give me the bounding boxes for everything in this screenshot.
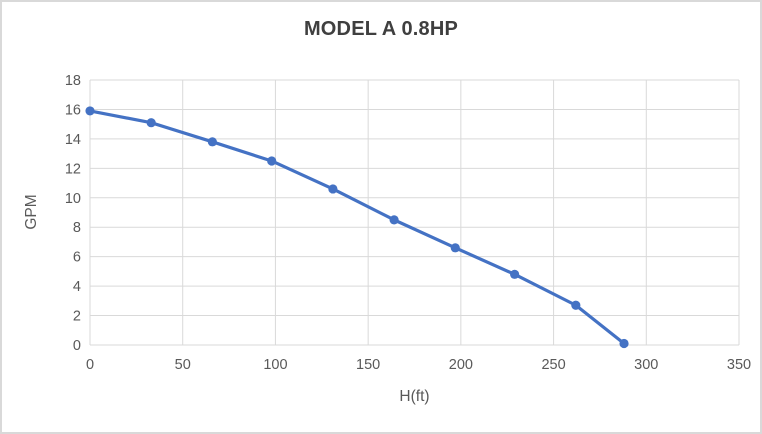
data-point (389, 215, 399, 225)
y-tick-label: 16 (65, 102, 81, 118)
y-tick-label: 8 (73, 220, 81, 236)
y-tick-label: 0 (73, 338, 81, 354)
data-point (85, 106, 95, 116)
data-point (510, 269, 520, 279)
y-tick-label: 2 (73, 309, 81, 325)
data-point (267, 156, 277, 166)
y-tick-label: 6 (73, 250, 81, 266)
x-tick-label: 0 (86, 357, 94, 373)
x-tick-label: 250 (541, 357, 565, 373)
y-tick-label: 4 (73, 279, 81, 295)
x-tick-label: 100 (263, 357, 287, 373)
x-axis-title: H(ft) (399, 388, 430, 405)
y-tick-label: 14 (65, 132, 81, 148)
data-point (328, 184, 338, 194)
chart-title: MODEL A 0.8HP (303, 18, 459, 40)
x-tick-label: 300 (634, 357, 658, 373)
y-axis-title: GPM (23, 194, 40, 230)
y-tick-label: 10 (65, 191, 81, 207)
x-tick-label: 200 (449, 357, 473, 373)
data-point (571, 300, 581, 310)
data-point (146, 118, 156, 128)
series-line (88, 109, 626, 346)
x-tick-label: 150 (356, 357, 380, 373)
y-tick-label: 18 (65, 73, 81, 89)
data-point (619, 338, 629, 349)
x-tick-label: 350 (727, 357, 751, 373)
x-tick-label: 50 (175, 357, 191, 373)
data-point (450, 243, 460, 253)
y-tick-label: 12 (65, 161, 81, 177)
data-point (207, 137, 217, 147)
